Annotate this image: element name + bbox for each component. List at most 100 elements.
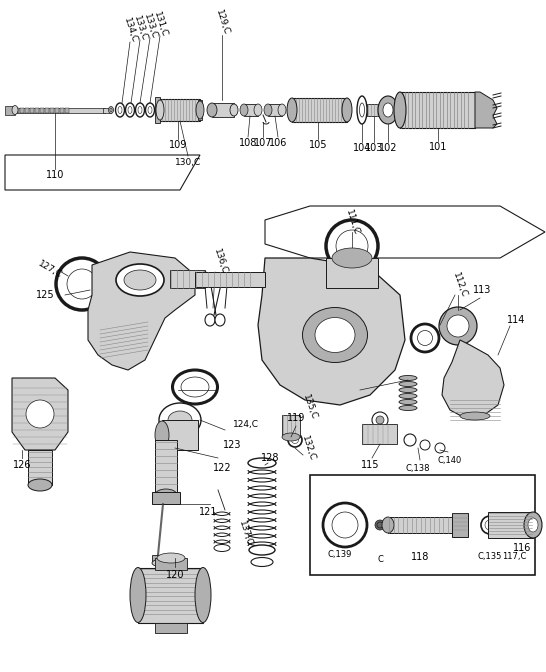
Bar <box>400 92 475 128</box>
Text: 110: 110 <box>46 170 64 180</box>
Text: 107: 107 <box>254 138 272 148</box>
Text: 133,C: 133,C <box>132 14 149 42</box>
Text: C: C <box>377 556 383 564</box>
Bar <box>60 108 64 113</box>
Ellipse shape <box>287 98 297 122</box>
Text: 123: 123 <box>223 440 241 450</box>
Ellipse shape <box>342 98 352 122</box>
Ellipse shape <box>155 489 177 501</box>
Text: 115: 115 <box>361 460 379 470</box>
Ellipse shape <box>249 545 275 555</box>
Polygon shape <box>5 155 200 190</box>
Ellipse shape <box>195 567 211 622</box>
Ellipse shape <box>302 308 367 362</box>
Ellipse shape <box>207 103 217 117</box>
Bar <box>155 558 187 570</box>
Ellipse shape <box>116 264 164 296</box>
Ellipse shape <box>118 106 122 114</box>
Polygon shape <box>442 340 504 418</box>
Bar <box>198 100 202 120</box>
Bar <box>212 103 234 117</box>
Text: 109: 109 <box>169 140 187 150</box>
Ellipse shape <box>199 272 211 286</box>
Circle shape <box>375 520 385 530</box>
Bar <box>268 104 282 116</box>
Text: 131,C: 131,C <box>152 10 168 38</box>
Ellipse shape <box>67 269 97 299</box>
Bar <box>170 270 205 288</box>
Polygon shape <box>88 252 195 370</box>
Ellipse shape <box>404 434 416 446</box>
Ellipse shape <box>399 382 417 386</box>
Ellipse shape <box>439 307 477 345</box>
Text: 137,C: 137,C <box>236 519 253 547</box>
Bar <box>200 273 220 285</box>
Text: 108: 108 <box>239 138 257 148</box>
Ellipse shape <box>28 479 52 491</box>
Bar <box>25 108 29 113</box>
Text: 129,C: 129,C <box>213 8 230 36</box>
Bar <box>65 108 69 113</box>
Text: 124,C: 124,C <box>233 419 259 429</box>
Ellipse shape <box>155 421 169 449</box>
Ellipse shape <box>485 520 495 530</box>
Text: 121: 121 <box>199 507 217 517</box>
Text: C,139: C,139 <box>328 550 352 560</box>
Ellipse shape <box>399 376 417 380</box>
Polygon shape <box>265 206 545 258</box>
Ellipse shape <box>332 248 372 268</box>
Text: 136,C: 136,C <box>212 247 228 275</box>
Ellipse shape <box>152 559 174 567</box>
Text: 127,C: 127,C <box>37 259 63 280</box>
Text: 122: 122 <box>213 463 232 473</box>
Ellipse shape <box>372 412 388 428</box>
Bar <box>244 104 258 116</box>
Bar <box>35 108 39 113</box>
Polygon shape <box>475 92 497 128</box>
Bar <box>292 98 347 122</box>
Bar <box>155 97 160 123</box>
Ellipse shape <box>326 220 378 272</box>
Text: 125: 125 <box>35 290 54 300</box>
Ellipse shape <box>357 96 367 124</box>
Ellipse shape <box>323 503 367 547</box>
Ellipse shape <box>332 512 358 538</box>
Text: 128: 128 <box>261 453 279 463</box>
Ellipse shape <box>240 104 248 116</box>
Text: 105: 105 <box>308 140 327 150</box>
Ellipse shape <box>26 400 54 428</box>
Ellipse shape <box>215 314 225 326</box>
Ellipse shape <box>399 405 417 411</box>
Text: 111,C: 111,C <box>343 208 360 236</box>
Ellipse shape <box>524 512 542 538</box>
Ellipse shape <box>214 544 230 552</box>
Ellipse shape <box>460 412 490 420</box>
Ellipse shape <box>264 104 272 116</box>
Bar <box>20 108 24 113</box>
Ellipse shape <box>110 108 112 112</box>
Ellipse shape <box>382 517 394 533</box>
Ellipse shape <box>230 104 238 116</box>
Bar <box>10 108 105 113</box>
Ellipse shape <box>168 411 192 429</box>
Bar <box>158 99 200 121</box>
Ellipse shape <box>359 103 365 117</box>
Ellipse shape <box>109 106 114 114</box>
Ellipse shape <box>292 437 299 444</box>
Ellipse shape <box>288 433 302 447</box>
Bar <box>103 108 111 113</box>
Text: 116: 116 <box>513 543 531 553</box>
Bar <box>40 108 44 113</box>
Ellipse shape <box>411 324 439 352</box>
Text: 120: 120 <box>166 570 184 580</box>
Text: C,138: C,138 <box>406 464 430 472</box>
Bar <box>388 517 453 533</box>
Bar <box>488 512 533 538</box>
Bar <box>15 108 19 113</box>
Text: 126: 126 <box>13 460 31 470</box>
Ellipse shape <box>383 103 393 117</box>
Ellipse shape <box>336 230 368 262</box>
Ellipse shape <box>124 270 156 290</box>
Bar <box>310 475 535 575</box>
Ellipse shape <box>394 92 406 128</box>
